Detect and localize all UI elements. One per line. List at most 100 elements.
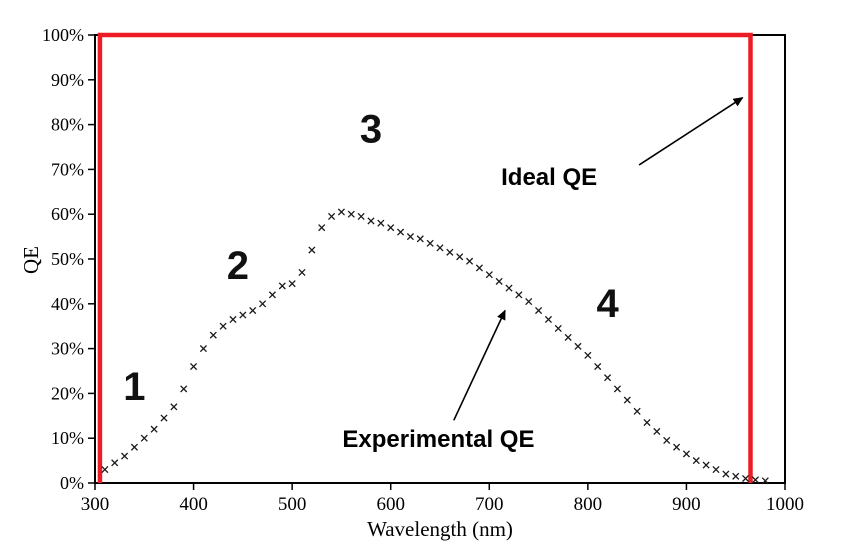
x-marker [387, 224, 395, 232]
x-marker [604, 374, 612, 382]
y-axis-tick-label: 70% [51, 159, 84, 179]
x-marker [308, 246, 316, 254]
x-marker [456, 253, 464, 261]
x-marker [397, 228, 405, 236]
x-axis-tick-label: 500 [278, 494, 307, 515]
x-marker [525, 298, 533, 306]
x-marker [544, 315, 552, 324]
x-marker [416, 235, 424, 243]
x-marker [495, 277, 503, 285]
x-marker [239, 311, 247, 319]
x-marker [653, 427, 661, 436]
x-marker [761, 477, 769, 485]
x-marker [742, 474, 750, 483]
region-label-1: 1 [123, 365, 145, 409]
x-marker [140, 434, 148, 442]
x-marker [160, 414, 168, 422]
x-marker [209, 331, 217, 339]
x-marker [574, 342, 582, 350]
x-marker [475, 264, 483, 272]
region-label-3: 3 [360, 108, 382, 152]
x-marker [535, 306, 543, 315]
x-marker [485, 271, 493, 279]
plot-border [94, 34, 786, 484]
x-marker [130, 443, 138, 451]
x-marker [702, 461, 710, 469]
x-axis-tick-label: 700 [475, 494, 504, 515]
y-axis-tick-label: 100% [42, 25, 84, 45]
y-axis-tick-label: 30% [51, 339, 84, 359]
y-axis-tick-label: 10% [51, 428, 84, 448]
x-marker [377, 219, 385, 227]
x-marker [190, 362, 198, 371]
x-marker [337, 208, 345, 216]
x-marker [554, 324, 562, 332]
x-axis-tick-label: 1000 [766, 494, 804, 515]
x-marker [347, 210, 355, 218]
x-marker [613, 385, 621, 393]
x-marker [732, 472, 740, 480]
x-marker [229, 315, 237, 324]
x-marker [180, 385, 188, 393]
x-marker [367, 217, 375, 225]
x-marker [426, 239, 434, 247]
x-marker [446, 248, 454, 256]
x-marker [515, 291, 523, 299]
x-marker [692, 457, 700, 465]
x-marker [505, 284, 513, 292]
x-marker [328, 212, 336, 220]
x-marker [298, 268, 306, 276]
y-axis-title: QE [19, 246, 43, 274]
x-marker [318, 224, 326, 232]
x-marker [633, 407, 641, 415]
y-axis-tick-label: 0% [60, 473, 84, 493]
x-axis-tick-label: 300 [81, 494, 110, 515]
x-marker [436, 244, 444, 252]
annotation-label: Experimental QE [342, 426, 534, 453]
x-marker [751, 476, 759, 484]
x-marker [663, 436, 671, 444]
x-marker [288, 280, 296, 288]
x-marker [643, 418, 651, 427]
x-marker [564, 333, 572, 341]
x-marker [259, 300, 267, 308]
x-marker [712, 466, 720, 474]
x-axis-tick-label: 900 [672, 494, 701, 515]
x-axis-tick-label: 600 [376, 494, 405, 515]
y-axis-tick-label: 50% [51, 249, 84, 269]
x-marker [199, 345, 207, 353]
x-axis-title: Wavelength (nm) [367, 517, 513, 541]
x-marker [673, 443, 681, 451]
x-marker [121, 452, 129, 460]
x-marker [170, 403, 178, 411]
y-axis-tick-label: 20% [51, 383, 84, 403]
x-marker [466, 257, 474, 265]
region-label-2: 2 [227, 244, 249, 288]
x-marker [722, 470, 730, 478]
annotation-label: Ideal QE [501, 164, 597, 191]
x-marker [623, 396, 631, 404]
x-marker [682, 450, 690, 458]
y-axis-tick-label: 90% [51, 70, 84, 90]
x-marker [150, 425, 158, 433]
y-axis-tick-label: 40% [51, 294, 84, 314]
ideal-qe-line [97, 32, 753, 483]
x-axis-tick-label: 800 [574, 494, 603, 515]
x-marker [249, 306, 257, 315]
x-marker [584, 351, 592, 359]
x-marker [594, 362, 602, 371]
x-axis-tick-label: 400 [179, 494, 208, 515]
annotation-arrow [638, 97, 744, 166]
region-label-4: 4 [596, 282, 619, 326]
y-axis-tick-label: 60% [51, 204, 84, 224]
y-axis-tick-label: 80% [51, 115, 84, 135]
x-marker [111, 459, 119, 467]
x-marker [101, 466, 109, 474]
x-marker [357, 212, 365, 220]
x-marker [278, 282, 286, 290]
x-marker [406, 233, 414, 241]
x-marker [268, 291, 276, 299]
x-marker [219, 322, 227, 330]
